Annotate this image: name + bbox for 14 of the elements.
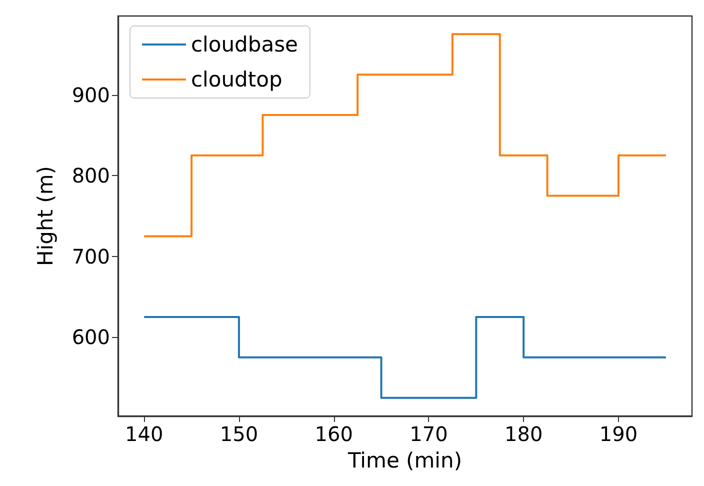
legend-label: cloudtop: [191, 68, 282, 92]
x-axis-title: Time (min): [346, 448, 462, 472]
x-tick-label: 190: [599, 422, 638, 446]
legend-label: cloudbase: [191, 32, 298, 56]
x-tick-label: 160: [314, 422, 353, 446]
x-tick-label: 140: [124, 422, 164, 446]
y-tick-label: 800: [72, 164, 110, 188]
y-tick-label: 900: [72, 82, 110, 107]
y-axis-title: Hight (m): [34, 166, 58, 266]
x-tick-label: 150: [220, 422, 258, 446]
x-tick-label: 170: [410, 422, 448, 446]
x-tick-label: 180: [504, 422, 543, 446]
y-tick-label: 700: [72, 244, 110, 268]
y-tick-label: 600: [72, 325, 110, 350]
